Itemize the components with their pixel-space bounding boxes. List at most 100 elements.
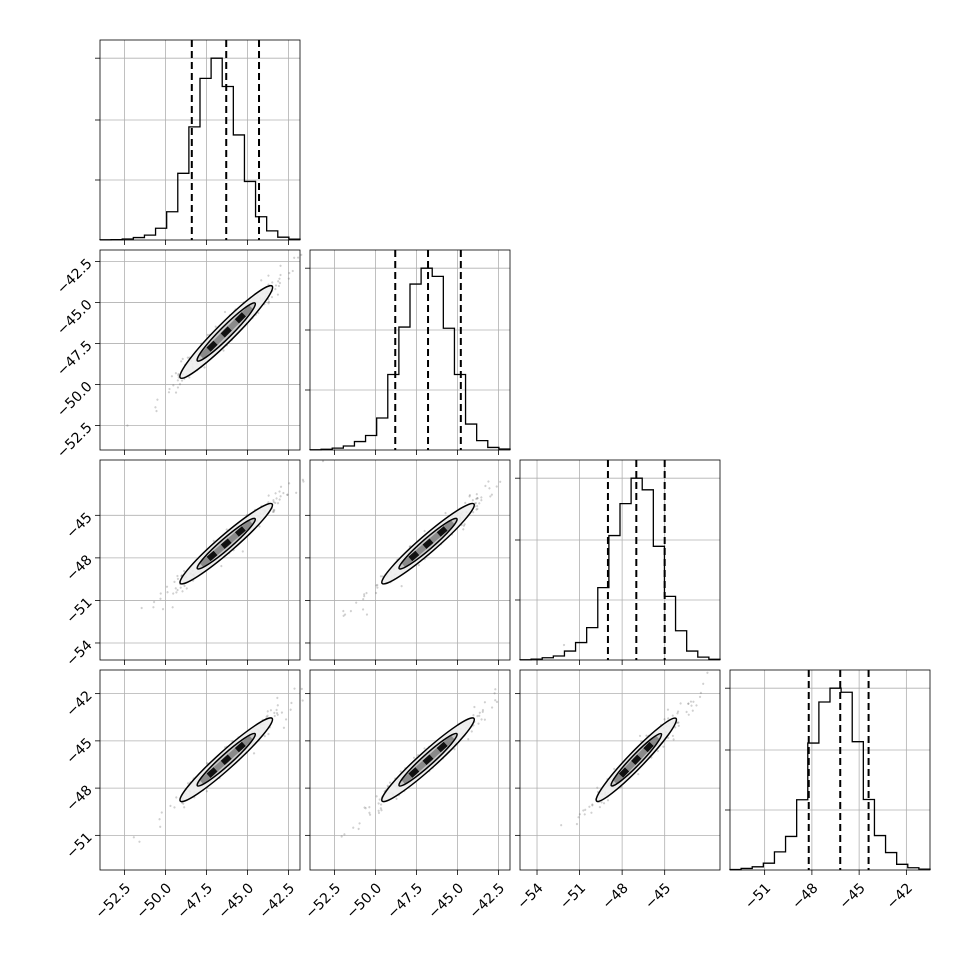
scatter-point xyxy=(378,798,381,801)
scatter-point xyxy=(699,691,703,694)
scatter-point xyxy=(302,480,305,483)
scatter-point xyxy=(399,770,402,773)
scatter-point xyxy=(687,702,690,705)
scatter-point xyxy=(267,501,270,504)
scatter-point xyxy=(481,710,484,713)
scatter-point xyxy=(375,795,378,798)
scatter-point xyxy=(376,583,379,587)
density-cell xyxy=(624,760,636,772)
scatter-point xyxy=(349,610,353,613)
density-cell xyxy=(199,556,211,568)
scatter-point xyxy=(276,293,280,296)
scatter-point xyxy=(363,593,366,596)
scatter-point xyxy=(591,803,594,806)
scatter-point xyxy=(263,735,266,738)
scatter-point xyxy=(375,584,378,587)
scatter-point xyxy=(182,802,185,805)
scatter-point xyxy=(495,700,499,703)
x-tick-label: −51 xyxy=(557,880,589,912)
scatter-point xyxy=(690,704,693,707)
scatter-point xyxy=(279,485,283,488)
scatter-point xyxy=(271,510,275,513)
scatter-point xyxy=(596,786,599,789)
panel-1-1 xyxy=(305,249,511,455)
y-tick-label: −52.5 xyxy=(54,420,96,462)
scatter-point xyxy=(172,592,175,595)
x-tick-label: −52.5 xyxy=(303,880,345,922)
scatter-point xyxy=(395,797,398,800)
scatter-point xyxy=(645,734,648,737)
scatter-point xyxy=(177,374,180,377)
scatter-point xyxy=(689,700,693,703)
scatter-point xyxy=(274,492,277,495)
density-cell xyxy=(241,735,254,747)
density-cell xyxy=(220,326,232,338)
scatter-point xyxy=(588,805,591,808)
x-tick-label: −42.5 xyxy=(466,880,508,922)
axes-frame xyxy=(99,249,301,451)
scatter-point xyxy=(379,575,383,578)
scatter-point xyxy=(267,732,270,736)
scatter-point xyxy=(272,499,275,502)
density-cell xyxy=(415,760,427,772)
scatter-point xyxy=(575,822,579,826)
scatter-point xyxy=(220,564,223,568)
scatter-point xyxy=(278,490,281,493)
scatter-point xyxy=(355,601,358,604)
scatter-point xyxy=(214,325,217,328)
scatter-point xyxy=(578,813,581,816)
scatter-point xyxy=(671,714,674,717)
scatter-point xyxy=(321,459,325,463)
histogram-1 xyxy=(309,267,511,451)
density-cell xyxy=(206,767,218,778)
scatter-point xyxy=(183,806,186,809)
scatter-point xyxy=(169,804,172,807)
scatter-point xyxy=(178,383,182,386)
panel-2-2 xyxy=(515,459,721,665)
scatter-point xyxy=(444,511,447,515)
scatter-point xyxy=(490,493,493,496)
density-cell xyxy=(220,754,232,766)
density-cell xyxy=(408,550,420,562)
y-tick-label: −48 xyxy=(63,782,95,814)
x-tick-label: −45 xyxy=(642,880,674,912)
scatter-point xyxy=(365,613,369,616)
scatter-point xyxy=(472,511,475,514)
scatter-point xyxy=(279,264,282,267)
y-tick-label: −42.5 xyxy=(54,256,96,298)
scatter-point xyxy=(272,510,275,513)
scatter-point xyxy=(577,816,580,819)
scatter-point xyxy=(702,682,705,685)
scatter-point xyxy=(676,721,679,724)
scatter-point xyxy=(474,501,477,505)
scatter-point xyxy=(277,280,280,283)
scatter-point xyxy=(166,591,169,594)
scatter-point xyxy=(671,734,675,737)
scatter-point xyxy=(687,702,690,705)
scatter-point xyxy=(400,585,403,588)
y-tick-label: −54 xyxy=(63,637,95,669)
scatter-point xyxy=(380,809,383,812)
scatter-point xyxy=(278,277,281,280)
x-tick-label: −47.5 xyxy=(385,880,427,922)
scatter-point xyxy=(483,701,487,704)
scatter-point xyxy=(495,485,498,488)
scatter-point xyxy=(183,584,186,587)
scatter-point xyxy=(140,606,143,610)
scatter-point xyxy=(340,835,343,838)
density-cell xyxy=(234,526,246,537)
scatter-point xyxy=(293,256,296,259)
scatter-point xyxy=(343,613,347,616)
scatter-point xyxy=(375,591,378,595)
panel-3-2 xyxy=(515,669,721,875)
scatter-point xyxy=(152,606,155,609)
scatter-point xyxy=(677,721,680,724)
scatter-point xyxy=(267,302,270,305)
scatter-point xyxy=(379,803,383,806)
scatter-point xyxy=(368,813,372,816)
scatter-point xyxy=(476,497,479,500)
scatter-point xyxy=(271,281,274,284)
scatter-point xyxy=(602,802,606,805)
scatter-point xyxy=(417,564,420,567)
scatter-point xyxy=(343,833,346,836)
